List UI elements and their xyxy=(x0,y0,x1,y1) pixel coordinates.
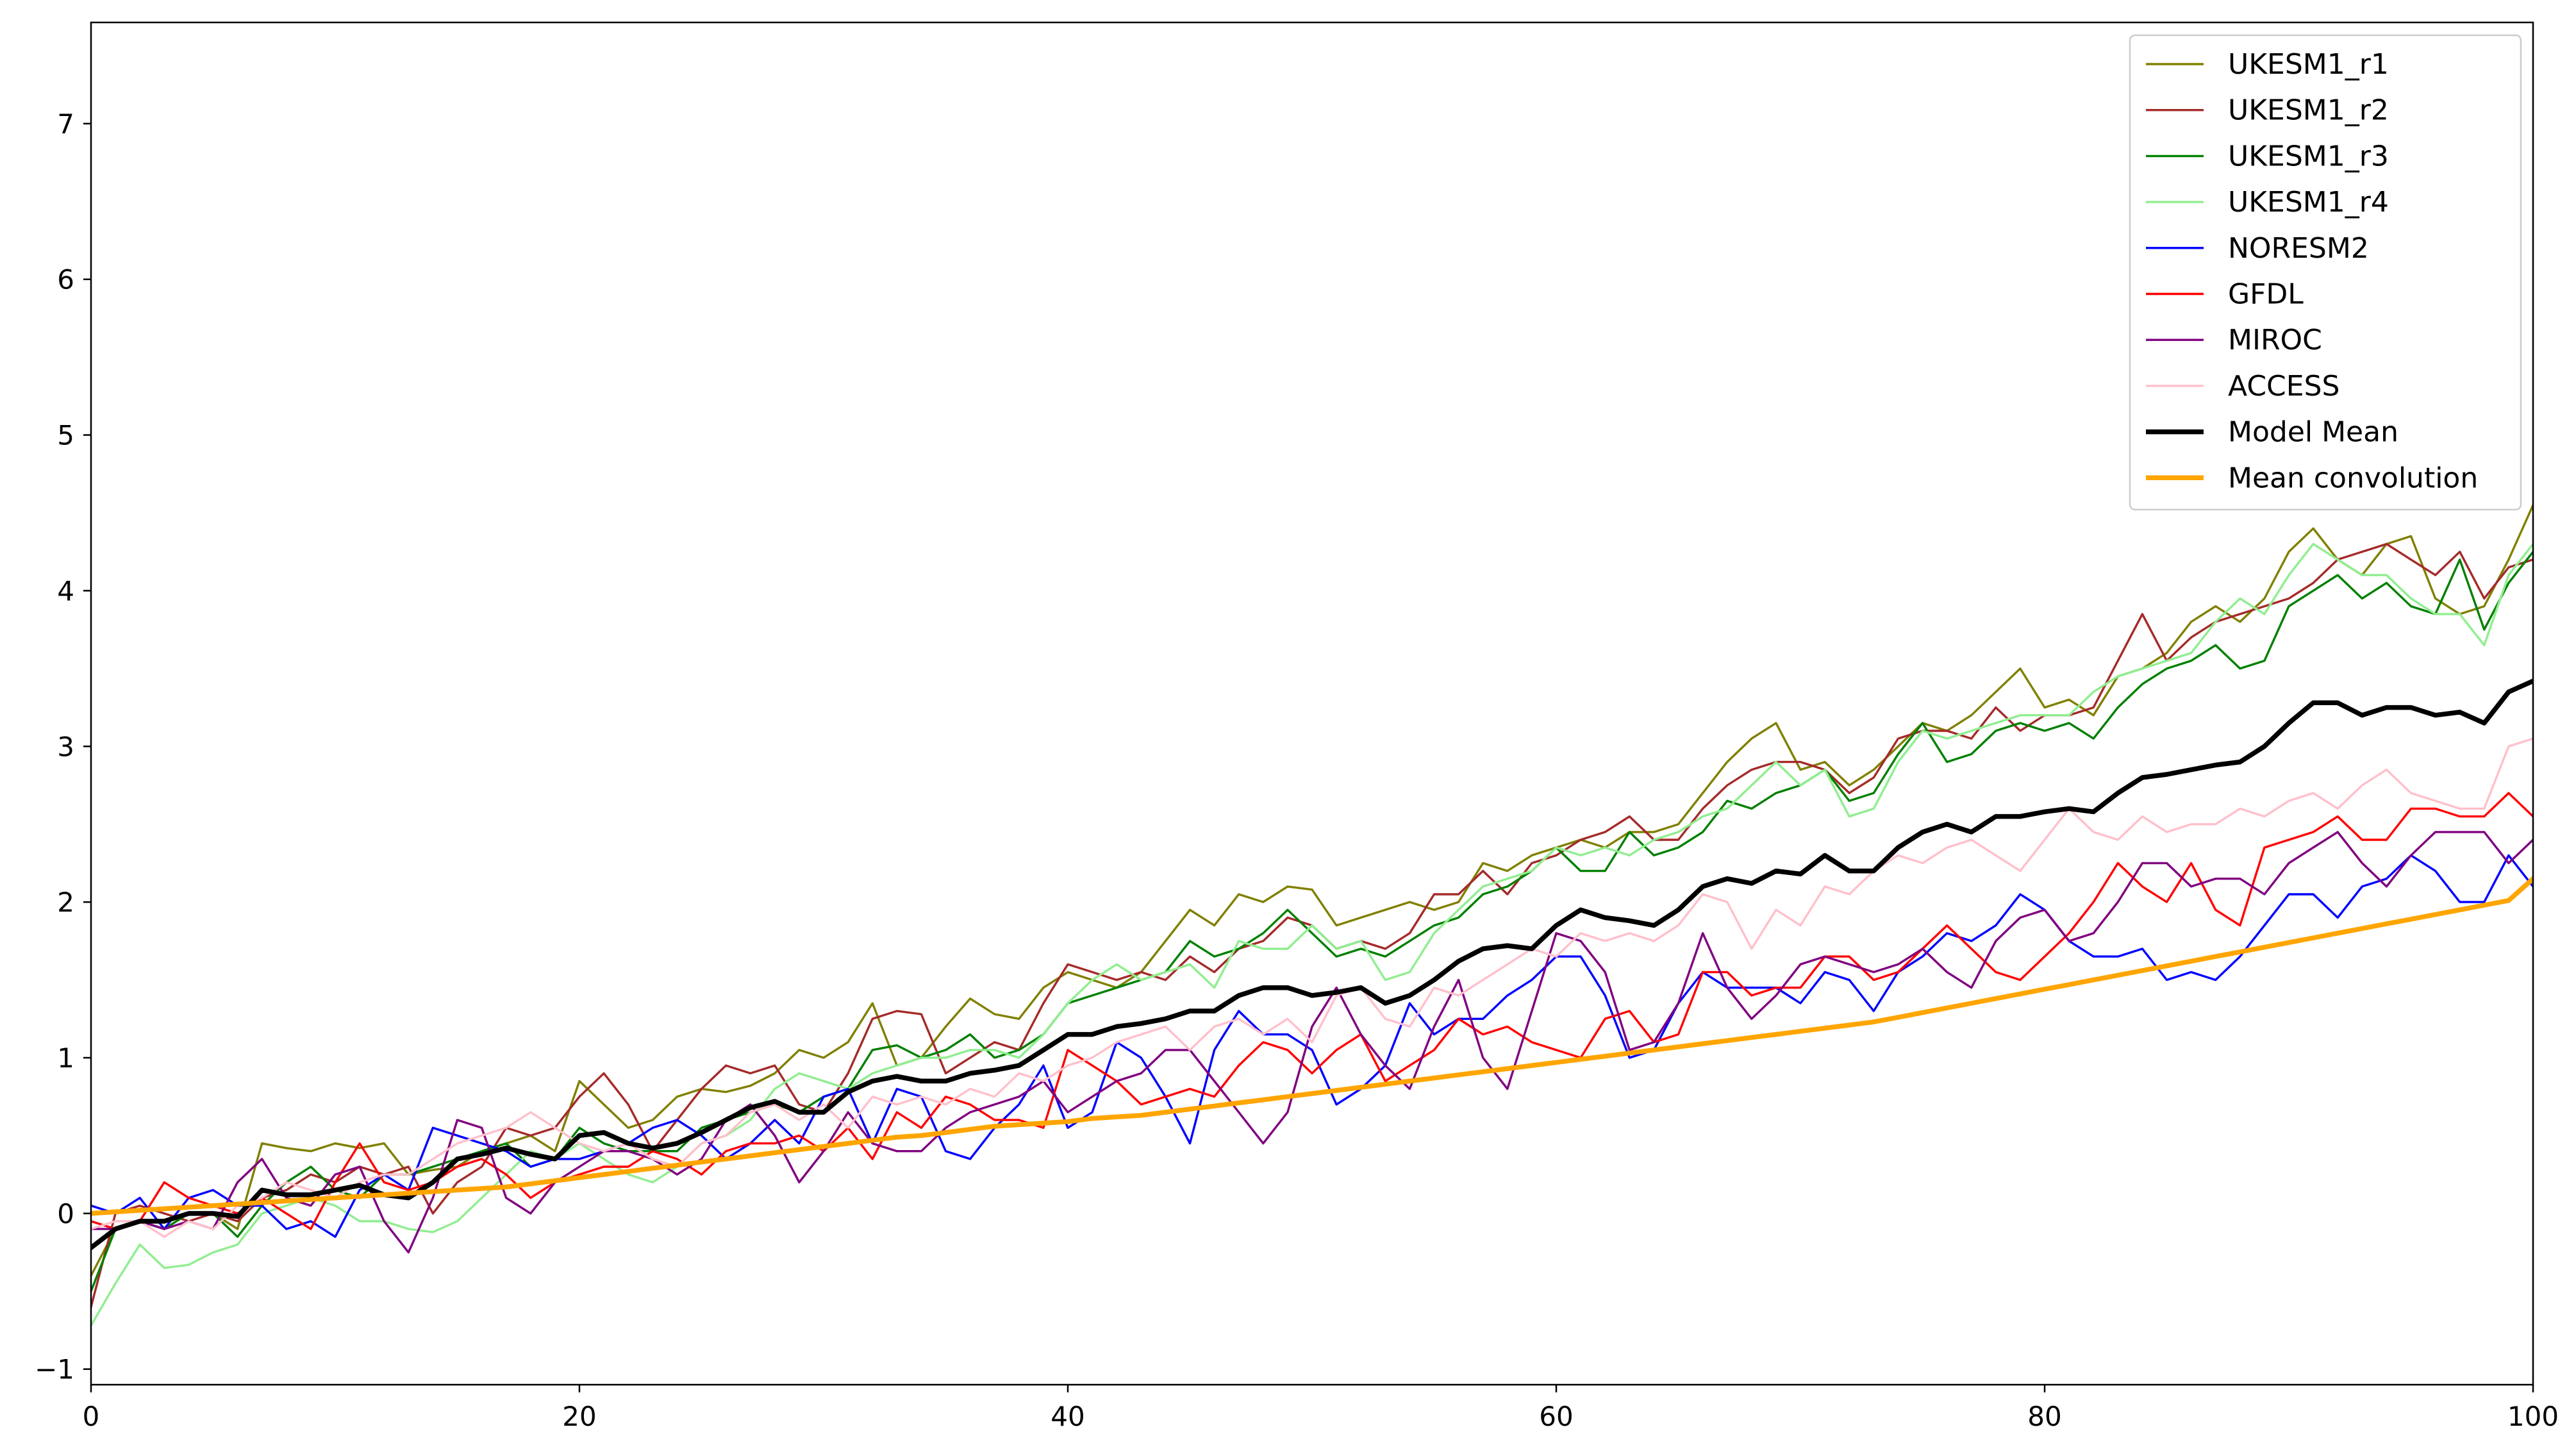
y-tick-label: −1 xyxy=(35,1354,74,1385)
series-line-miroc xyxy=(91,831,2533,1254)
legend-frame xyxy=(2129,34,2522,511)
legend-label-ukesm1-r4: UKESM1_r4 xyxy=(2228,186,2389,219)
legend-label-model-mean: Model Mean xyxy=(2228,416,2398,449)
series-line-model-mean xyxy=(91,678,2533,1251)
series-line-mean-convolution xyxy=(91,875,2533,1216)
series-line-access xyxy=(91,737,2533,1239)
legend-label-noresm2: NORESM2 xyxy=(2228,232,2369,265)
legend-label-access: ACCESS xyxy=(2228,370,2339,403)
y-tick-label: 4 xyxy=(57,575,74,606)
legend-entries: UKESM1_r1 UKESM1_r2 UKESM1_r3 UKESM1_r4 NORE… xyxy=(2146,48,2478,494)
y-tick-label: 1 xyxy=(57,1042,74,1074)
y-tick-label: 5 xyxy=(57,420,74,451)
y-tick-label: 2 xyxy=(57,887,74,918)
y-tick-label: 3 xyxy=(57,731,74,762)
legend: UKESM1_r1 UKESM1_r2 UKESM1_r3 UKESM1_r4 NORE… xyxy=(2129,34,2522,511)
plot-frame xyxy=(90,21,2534,1386)
y-tick-label: 6 xyxy=(57,264,74,296)
legend-label-mean-convolution: Mean convolution xyxy=(2228,462,2478,494)
legend-label-ukesm1-r1: UKESM1_r1 xyxy=(2228,48,2389,81)
series-line-ukesm1-r3 xyxy=(91,550,2533,1293)
x-tick-label: 20 xyxy=(562,1401,596,1432)
x-tick-label: 40 xyxy=(1051,1401,1084,1432)
legend-label-ukesm1-r2: UKESM1_r2 xyxy=(2228,94,2389,127)
legend-label-miroc: MIROC xyxy=(2228,324,2322,356)
y-axis: −1 0 1 2 3 4 5 6 7 xyxy=(35,108,91,1385)
x-tick-label: 80 xyxy=(2027,1401,2061,1432)
series-line-ukesm1-r4 xyxy=(91,542,2533,1328)
legend-label-ukesm1-r3: UKESM1_r3 xyxy=(2228,140,2389,172)
legend-label-gfdl: GFDL xyxy=(2228,278,2304,311)
y-tick-label: 7 xyxy=(57,108,74,140)
x-tick-label: 60 xyxy=(1539,1401,1573,1432)
x-tick-label: 100 xyxy=(2507,1401,2559,1432)
series-layer xyxy=(91,503,2533,1328)
series-line-gfdl xyxy=(91,792,2533,1230)
x-tick-label: 0 xyxy=(83,1401,100,1432)
y-tick-label: 0 xyxy=(57,1198,74,1230)
x-axis: 0 20 40 60 80 100 xyxy=(83,1385,2559,1432)
